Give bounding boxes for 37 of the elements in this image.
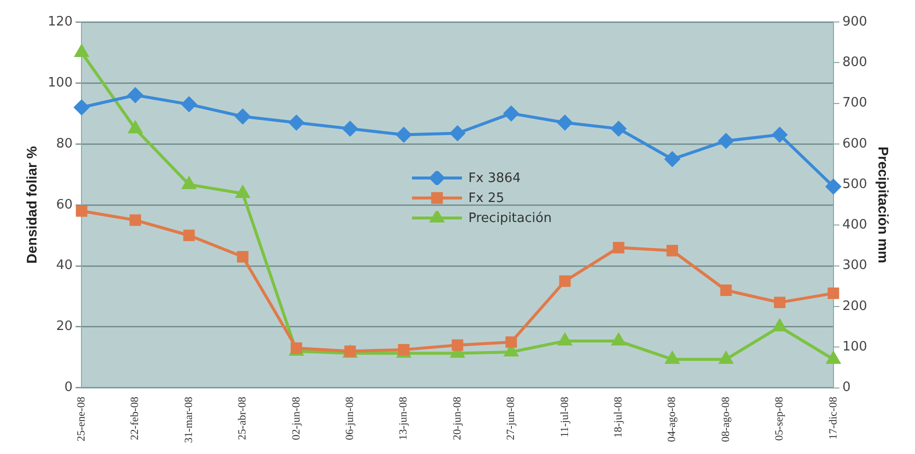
x-tick-label: 25-abr-08 <box>236 396 249 440</box>
legend-label: Precipitación <box>468 210 552 226</box>
legend-label: Fx 25 <box>468 190 504 206</box>
y2-tick-label: 200 <box>842 298 868 314</box>
y2-tick-label: 0 <box>842 380 851 396</box>
y-tick-label: 100 <box>48 75 73 90</box>
x-tick-label: 25-ene-08 <box>76 396 88 442</box>
y2-tick-label: 400 <box>842 218 868 233</box>
x-tick-label: 13-jun-08 <box>398 396 410 440</box>
y2-tick-label: 500 <box>842 176 868 192</box>
x-tick-label: 04-ago-08 <box>666 396 678 442</box>
y2-tick-label: 300 <box>842 258 868 274</box>
x-tick-label: 17-dic-08 <box>827 396 840 440</box>
y2-tick-label: 700 <box>842 96 868 111</box>
y-tick-label: 60 <box>56 197 73 212</box>
x-tick-label: 06-jun-08 <box>344 396 356 440</box>
x-tick-label: 08-ago-08 <box>720 396 732 442</box>
y-tick-label: 20 <box>56 319 73 334</box>
y2-tick-label: 900 <box>842 14 868 30</box>
y-tick-label: 40 <box>56 258 73 274</box>
y-tick-label: 120 <box>48 14 73 30</box>
y2-tick-label: 800 <box>842 55 868 70</box>
x-tick-label: 02-jun-08 <box>290 396 302 440</box>
y2-tick-label: 100 <box>842 340 868 355</box>
x-tick-label: 31-mar-08 <box>182 396 195 444</box>
legend-label: Fx 3864 <box>468 170 521 186</box>
x-tick-label: 20-jun-08 <box>451 396 464 440</box>
y-axis-title: Densidad foliar % <box>23 146 40 264</box>
x-tick-label: 27-jun-08 <box>505 396 518 440</box>
y2-tick-label: 600 <box>842 136 868 152</box>
x-tick-label: 22-feb-08 <box>129 396 142 440</box>
x-tick-label: 05-sep-08 <box>774 396 786 441</box>
x-tick-label: 11-jul-08 <box>558 396 571 438</box>
x-tick-label: 18-jul-08 <box>612 396 624 438</box>
y-tick-label: 0 <box>64 380 73 396</box>
y2-axis-title: Precipitación mm <box>876 146 892 264</box>
y-tick-label: 80 <box>56 136 73 152</box>
